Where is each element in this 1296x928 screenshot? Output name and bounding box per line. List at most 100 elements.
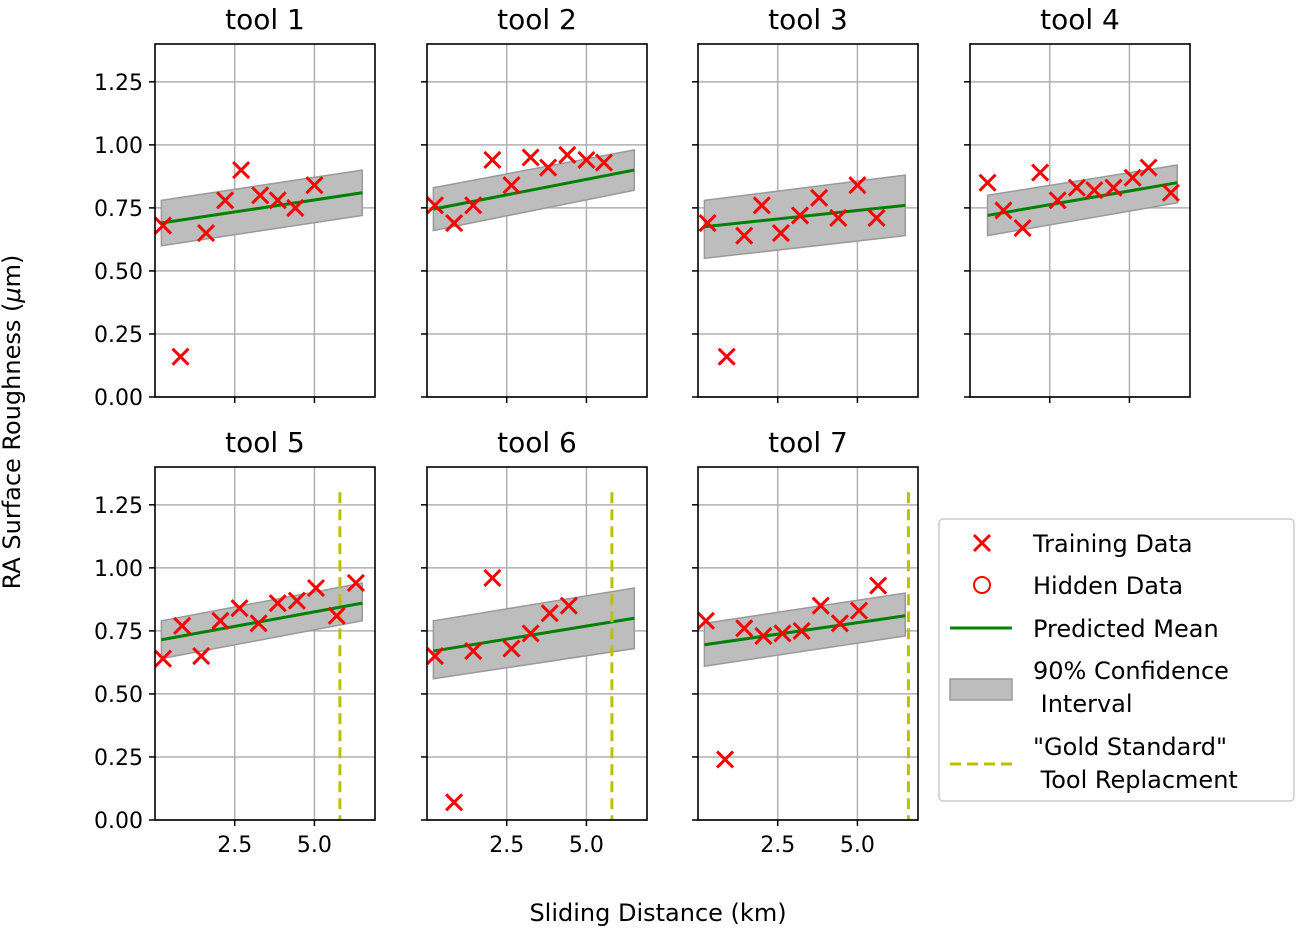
training-point [790,206,810,225]
training-point [994,201,1013,220]
legend-hidden-marker [973,576,991,594]
x-tick-label: 5.0 [569,833,604,858]
training-point [1048,191,1067,210]
training-point [521,624,540,643]
training-point [327,606,346,625]
training-point [869,576,888,595]
x-tick-label: 2.5 [217,833,252,858]
y-tick-label: 0.00 [94,386,143,411]
legend-training-marker [972,533,992,553]
training-point [1139,158,1158,177]
training-point [464,642,483,661]
training-point [287,591,306,610]
training-point [558,145,577,165]
y-tick-label: 0.75 [94,197,143,222]
axes-frame [969,43,1191,398]
training-point [1161,183,1180,202]
training-point [1031,163,1050,182]
training-point [716,750,735,769]
y-axis-label: RA Surface Roughness (μm) [0,255,26,590]
training-point [153,649,173,668]
training-point [483,568,502,588]
training-point [849,601,869,620]
axes-frame [154,466,376,821]
training-point [811,596,830,615]
training-point [211,611,230,630]
legend-ci-patch [949,678,1013,701]
training-point [230,599,249,618]
y-tick-label: 0.75 [94,620,143,645]
y-tick-label: 0.00 [94,809,143,834]
training-point [483,150,502,170]
subplot-title: tool 1 [225,3,305,36]
legend-mean-label: Predicted Mean [1033,615,1219,643]
training-point [173,616,192,635]
subplot-tool-4: tool 4 [964,3,1191,403]
training-point [735,226,754,245]
subplot-tool-6: 2.5 5.0 tool 6 [421,426,648,858]
subplot-tool-2: tool 2 [421,3,648,403]
training-point [773,624,792,643]
y-tick-label: 0.50 [94,683,143,708]
training-point [502,176,521,195]
training-point [594,153,614,172]
training-point [445,213,464,233]
legend-gold-label-2: Tool Replacment [1033,766,1238,794]
training-point [829,208,848,228]
axes-frame [426,466,648,821]
subplot-grid: 0.00 0.25 0.50 0.75 1.00 1.25 tool 1 tool 2 tool… [94,3,1191,858]
training-point [196,224,216,243]
training-point [425,647,445,666]
subplot-tool-3: tool 3 [692,3,919,403]
training-point [521,148,540,167]
training-point [251,186,270,205]
training-point [810,188,829,207]
subplot-tool-5: 2.5 5.0 0.00 0.25 0.50 0.75 1.00 1.25 tool 5 [94,426,376,858]
training-point [754,626,773,645]
x-tick-label: 2.5 [760,833,795,858]
training-point [752,196,771,215]
training-point [792,621,811,640]
subplot-title: tool 7 [768,426,848,459]
training-point [830,614,849,633]
training-point [305,176,324,195]
training-point [735,619,754,638]
x-tick-label: 5.0 [840,833,875,858]
training-point [268,191,287,210]
training-point [171,347,190,366]
subplot-title: tool 6 [497,426,577,459]
y-tick-label: 0.50 [94,260,143,285]
y-tick-label: 0.25 [94,746,143,771]
legend-ci-label-1: 90% Confidence [1033,657,1229,685]
x-tick-label: 2.5 [489,833,524,858]
training-point [502,639,521,658]
axes-frame [697,466,919,821]
training-point [1013,219,1032,238]
training-point [425,196,445,215]
subplot-title: tool 5 [225,426,305,459]
subplot-title: tool 2 [497,3,577,36]
predicted-mean-line [704,203,906,229]
predicted-mean-line [987,181,1178,217]
training-point [1123,168,1142,187]
y-tick-label: 1.25 [94,494,143,519]
training-point [1067,178,1086,197]
predicted-mean-line [704,614,906,647]
training-point [698,213,717,233]
training-point [717,347,736,366]
training-point [232,161,251,180]
training-point [867,208,886,228]
legend: Training Data Hidden Data Predicted Mean… [938,518,1295,802]
training-point [1085,181,1104,200]
training-point [216,191,235,210]
training-point [346,573,365,593]
subplot-tool-7: 2.5 5.0 tool 7 [692,426,919,858]
legend-hidden-label: Hidden Data [1033,572,1183,600]
training-point [539,158,558,177]
training-point [1104,178,1123,197]
training-point [540,604,559,623]
x-axis-label: Sliding Distance (km) [529,899,786,927]
y-tick-label: 1.00 [94,134,143,159]
y-tick-label: 1.25 [94,71,143,96]
